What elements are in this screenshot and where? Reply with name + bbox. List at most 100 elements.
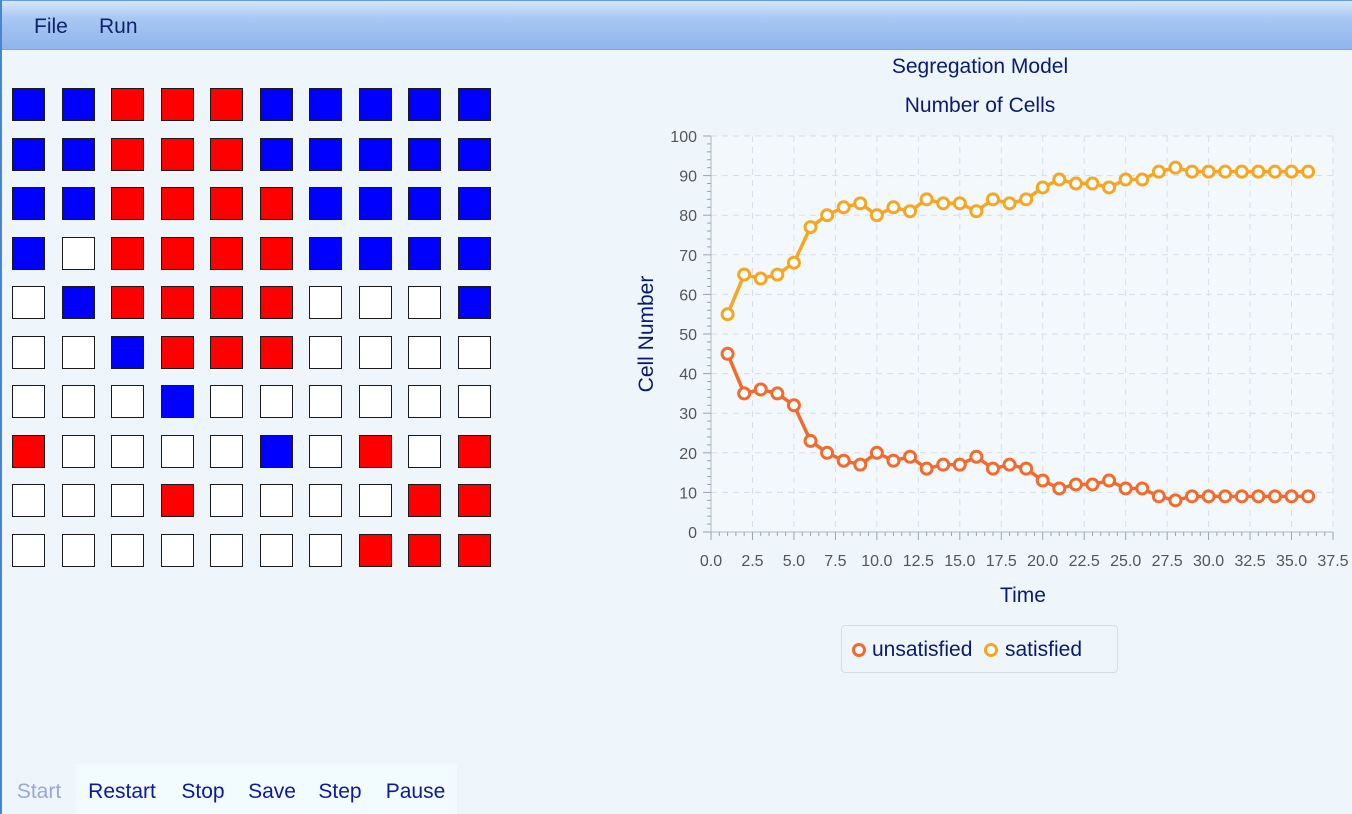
data-point-unsatisfied: [1002, 457, 1017, 472]
grid-cell: [259, 335, 293, 369]
grid-cell: [408, 385, 441, 418]
data-point-satisfied: [1267, 164, 1282, 179]
grid-cell: [160, 335, 194, 369]
data-point-satisfied: [1052, 172, 1067, 187]
grid-cell: [61, 335, 95, 369]
data-point-satisfied: [1068, 176, 1083, 191]
grid-cell: [12, 385, 45, 418]
data-point-unsatisfied: [952, 457, 967, 472]
grid-cell: [111, 187, 144, 220]
start-button[interactable]: Start: [2, 764, 76, 814]
grid-cell: [160, 236, 194, 270]
pause-button[interactable]: Pause: [374, 764, 457, 814]
x-tick-label: 35.0: [1276, 553, 1307, 570]
data-point-satisfied: [853, 196, 868, 211]
grid-cell: [358, 236, 392, 270]
grid-cell: [457, 236, 491, 270]
grid-cell: [259, 187, 293, 220]
grid-cell: [309, 533, 342, 567]
grid-cell: [12, 434, 45, 468]
data-point-satisfied: [1002, 196, 1017, 211]
x-tick-label: 0.0: [700, 553, 722, 570]
grid-cell: [160, 385, 194, 418]
y-tick-label: 0: [688, 525, 697, 542]
menu-bar: File Run: [2, 0, 1352, 50]
grid-cell: [160, 187, 194, 220]
grid-cell: [358, 88, 392, 121]
y-tick-label: 40: [679, 367, 697, 384]
grid-cell: [61, 236, 95, 270]
grid-cell: [309, 385, 342, 418]
grid-cell: [358, 137, 392, 171]
data-point-satisfied: [1301, 164, 1316, 179]
grid-cell: [210, 187, 243, 220]
step-button[interactable]: Step: [306, 764, 374, 814]
data-point-satisfied: [1284, 164, 1299, 179]
menu-file[interactable]: File: [34, 15, 68, 38]
data-point-unsatisfied: [903, 449, 918, 464]
data-point-satisfied: [952, 196, 967, 211]
data-point-satisfied: [886, 200, 901, 215]
line-chart: Segregation Model Number of Cells Cell N…: [622, 50, 1352, 625]
data-point-unsatisfied: [1284, 489, 1299, 504]
data-point-unsatisfied: [786, 398, 801, 413]
x-tick-label: 2.5: [741, 553, 763, 570]
data-point-unsatisfied: [1151, 489, 1166, 504]
data-point-unsatisfied: [919, 461, 934, 476]
grid-cell: [259, 137, 293, 171]
data-point-unsatisfied: [1218, 489, 1233, 504]
grid-cell: [408, 286, 441, 319]
grid-cell: [111, 286, 144, 319]
data-point-satisfied: [753, 271, 768, 286]
grid-cell: [358, 434, 392, 468]
y-axis-label: Cell Number: [635, 276, 658, 393]
data-point-satisfied: [1234, 164, 1249, 179]
legend-label-satisfied: satisfied: [1005, 638, 1083, 661]
grid-cell: [358, 533, 392, 567]
data-point-satisfied: [1218, 164, 1233, 179]
grid-cell: [457, 434, 491, 468]
x-tick-label: 27.5: [1152, 553, 1183, 570]
data-point-unsatisfied: [869, 445, 884, 460]
data-point-satisfied: [836, 200, 851, 215]
grid-cell: [457, 286, 491, 319]
grid-cell: [61, 385, 95, 418]
restart-button[interactable]: Restart: [76, 764, 168, 814]
data-point-unsatisfied: [886, 453, 901, 468]
grid-cell: [160, 434, 194, 468]
data-point-satisfied: [1201, 164, 1216, 179]
grid-cell: [408, 187, 441, 220]
grid-cell: [111, 88, 144, 121]
data-point-satisfied: [919, 192, 934, 207]
stop-button[interactable]: Stop: [168, 764, 238, 814]
grid-cell: [12, 533, 45, 567]
data-point-unsatisfied: [1068, 477, 1083, 492]
y-tick-label: 10: [679, 485, 697, 502]
menu-run[interactable]: Run: [99, 15, 138, 38]
y-tick-label: 90: [679, 169, 697, 186]
save-button[interactable]: Save: [238, 764, 306, 814]
grid-cell: [358, 286, 392, 319]
grid-cell: [210, 88, 243, 121]
data-point-satisfied: [820, 208, 835, 223]
data-point-unsatisfied: [1168, 493, 1183, 508]
data-point-unsatisfied: [1201, 489, 1216, 504]
grid-cell: [111, 137, 144, 171]
data-point-unsatisfied: [985, 461, 1000, 476]
grid-cell: [111, 385, 144, 418]
grid-cell: [12, 484, 45, 517]
grid-cell: [12, 236, 45, 270]
data-point-unsatisfied: [853, 457, 868, 472]
grid-cell: [210, 236, 243, 270]
data-point-satisfied: [1168, 160, 1183, 175]
data-point-unsatisfied: [770, 386, 785, 401]
grid-cell: [61, 88, 95, 121]
grid-cell: [309, 484, 342, 517]
grid-cell: [408, 88, 441, 121]
data-point-unsatisfied: [969, 449, 984, 464]
x-tick-label: 15.0: [944, 553, 975, 570]
grid-cell: [259, 484, 293, 517]
data-point-satisfied: [1185, 164, 1200, 179]
x-tick-label: 10.0: [861, 553, 892, 570]
grid-cell: [111, 434, 144, 468]
